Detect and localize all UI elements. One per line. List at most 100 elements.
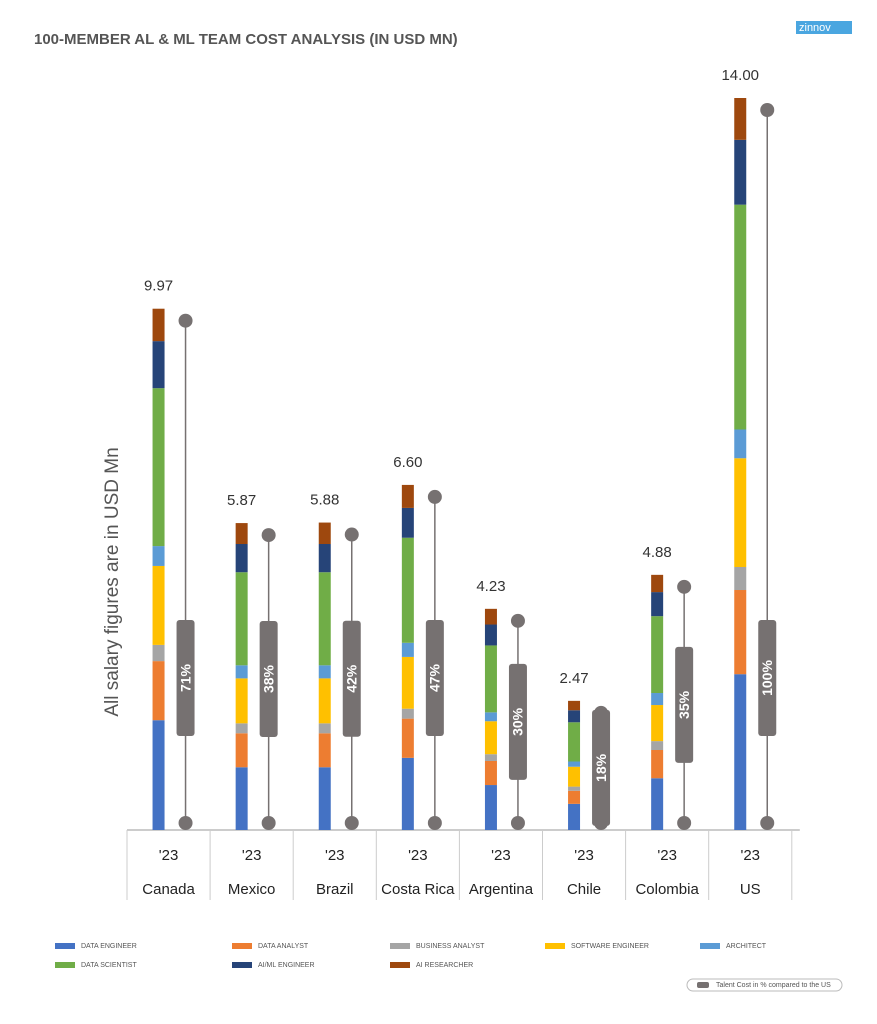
bar-segment <box>484 760 497 786</box>
total-label: 5.87 <box>227 492 256 509</box>
bar-segment <box>235 733 248 768</box>
bar-segment <box>235 523 248 544</box>
lollipop-head <box>344 527 359 542</box>
year-label: '23 <box>657 847 677 864</box>
percent-pill <box>675 646 694 763</box>
bar-segment <box>651 574 664 593</box>
bar-segment <box>152 720 165 830</box>
percent-label: 47% <box>427 663 443 692</box>
legend-label: SOFTWARE ENGINEER <box>571 943 649 950</box>
bar-segment <box>401 507 414 538</box>
bar-segment <box>235 572 248 666</box>
percent-pill <box>758 620 777 736</box>
year-label: '23 <box>242 847 262 864</box>
bar-segment <box>568 700 581 711</box>
bar-segment <box>401 484 414 508</box>
bar-segment <box>484 785 497 830</box>
year-label: '23 <box>408 847 428 864</box>
year-label: '23 <box>491 847 511 864</box>
total-label: 6.60 <box>393 454 422 471</box>
bar-segment <box>401 537 414 643</box>
percent-label: 71% <box>177 663 193 692</box>
bar-segment <box>318 733 331 768</box>
lollipop-head <box>427 489 442 504</box>
bar-segment <box>651 616 664 694</box>
legend-label: ARCHITECT <box>726 943 767 950</box>
bar-segment <box>568 722 581 762</box>
bar-segment <box>651 778 664 830</box>
bar-segment <box>734 567 747 591</box>
bar-segment <box>651 750 664 779</box>
bar-segment <box>568 803 581 830</box>
bar-segment <box>235 767 248 830</box>
total-label: 4.88 <box>643 544 672 561</box>
bar-segment <box>568 761 581 767</box>
bar-segment <box>401 642 414 657</box>
bar-segment <box>568 710 581 723</box>
legend-box <box>686 978 843 992</box>
bar-segment <box>651 705 664 742</box>
bar-segment <box>235 723 248 734</box>
chart-title: 100-MEMBER AL & ML TEAM COST ANALYSIS (I… <box>34 31 458 48</box>
legend-label: AI RESEARCHER <box>416 962 473 969</box>
lollipop-foot <box>760 816 775 830</box>
lollipop-head <box>510 613 525 628</box>
legend-swatch <box>55 943 75 949</box>
legend-swatch <box>700 943 720 949</box>
percent-label: 38% <box>260 664 276 693</box>
percent-label: 100% <box>759 660 775 696</box>
bar-segment <box>568 766 581 787</box>
bar-segment <box>734 429 747 459</box>
total-label: 9.97 <box>144 278 173 295</box>
bar-segment <box>235 665 248 679</box>
bar-segment <box>484 645 497 713</box>
bar-segment <box>401 718 414 758</box>
bar-segment <box>401 757 414 830</box>
bar-segment <box>568 786 581 791</box>
lollipop-foot <box>344 816 359 830</box>
lollipop-head <box>677 579 692 594</box>
brand: zinnov <box>799 22 831 34</box>
percent-pill <box>425 620 444 736</box>
percent-pill <box>592 709 611 826</box>
bar-segment <box>484 754 497 761</box>
bar-segment <box>152 341 165 389</box>
bar-segment <box>651 741 664 751</box>
total-label: 5.88 <box>310 492 339 509</box>
bar-segment <box>568 790 581 804</box>
x-tick-label: Mexico <box>228 881 276 898</box>
legend-swatch <box>697 982 709 988</box>
bar-segment <box>484 608 497 625</box>
bar-segment <box>651 592 664 617</box>
legend-label: DATA ANALYST <box>258 943 309 950</box>
total-label: 2.47 <box>559 670 588 687</box>
bar-segment <box>734 674 747 830</box>
percent-label: 18% <box>593 753 609 782</box>
bar-segment <box>401 708 414 719</box>
percent-pill <box>259 621 278 738</box>
legend-swatch <box>545 943 565 949</box>
legend-label: BUSINESS ANALYST <box>416 943 485 950</box>
lollipop-foot <box>261 816 276 830</box>
year-label: '23 <box>159 847 179 864</box>
legend-label: Talent Cost in % compared to the US <box>716 982 831 989</box>
legend-label: DATA ENGINEER <box>81 943 137 950</box>
bar-segment <box>152 546 165 566</box>
bar-segment <box>734 204 747 430</box>
bar-segment <box>318 572 331 666</box>
legend-label: AI/ML ENGINEER <box>258 962 315 969</box>
percent-pill <box>342 620 361 737</box>
year-label: '23 <box>740 847 760 864</box>
lollipop-foot <box>510 816 525 830</box>
bar-segment <box>651 693 664 706</box>
y-axis-label: All salary figures are in USD Mn <box>102 447 123 716</box>
bar-segment <box>152 565 165 645</box>
x-tick-label: Canada <box>142 881 195 898</box>
percent-label: 30% <box>510 707 526 736</box>
bar-segment <box>152 308 165 342</box>
total-label: 4.23 <box>476 578 505 595</box>
bar-segment <box>152 644 165 662</box>
legend-swatch <box>55 962 75 968</box>
bar-segment <box>318 678 331 724</box>
